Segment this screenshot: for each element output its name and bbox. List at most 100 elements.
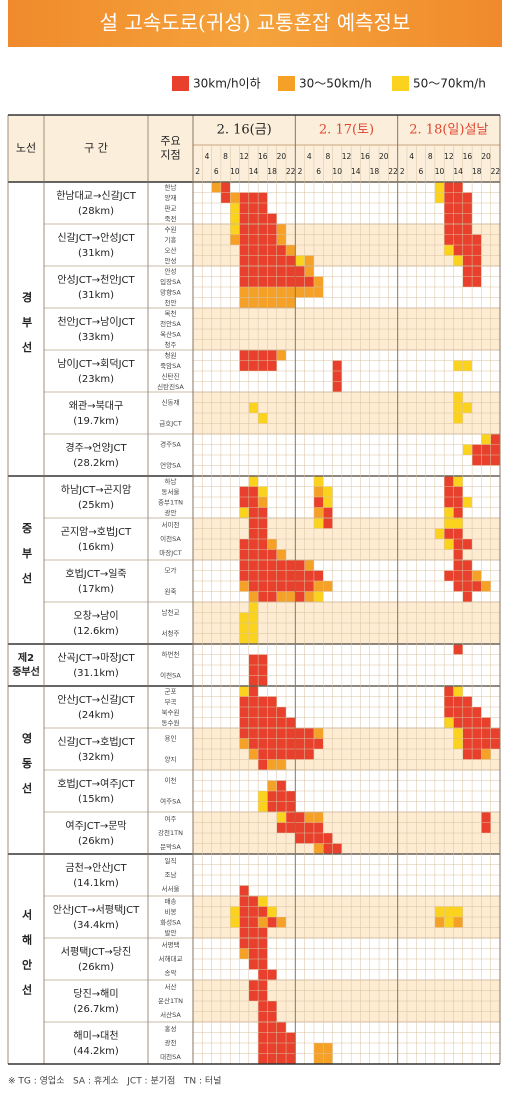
point-label: 목천 [165,308,177,317]
congestion-cell [313,476,324,487]
congestion-cell [490,434,500,445]
point-label: 서평택 [162,940,180,949]
congestion-cell [258,801,268,812]
congestion-cell [248,486,259,497]
congestion-cell [276,738,287,749]
congestion-cell [481,812,491,823]
congestion-cell [258,213,268,224]
point-label: 홍성 [165,1024,177,1033]
congestion-cell [332,360,342,371]
congestion-cell [323,1043,333,1054]
congestion-cell [462,360,473,371]
congestion-cell [323,833,333,844]
congestion-cell [286,1032,296,1043]
congestion-cell [248,696,259,707]
congestion-cell [276,707,287,718]
point-label: 부곡 [165,698,177,706]
congestion-cell [248,276,259,287]
congestion-cell [267,1053,277,1064]
congestion-cell [276,749,287,760]
congestion-cell [490,455,500,466]
congestion-cell [313,287,324,298]
section-length: (34.4km) [73,920,119,931]
congestion-cell [248,213,259,224]
congestion-cell [323,486,333,497]
congestion-cell [481,749,491,760]
congestion-cell [295,276,305,287]
congestion-cell [276,1032,287,1043]
congestion-cell [267,1032,277,1043]
congestion-cell [462,581,473,592]
congestion-cell [295,560,305,571]
congestion-cell [462,276,473,287]
congestion-cell [304,266,314,277]
section-name: 안산JCT→서평택JCT [53,904,140,916]
congestion-cell [258,738,268,749]
congestion-cell [248,245,259,256]
congestion-cell [286,1053,296,1064]
congestion-cell [481,728,491,739]
title: 설 고속도로(귀성) 교통혼잡 예측정보 [100,11,411,35]
congestion-cell [453,486,463,497]
point-label: 하번천 [162,650,180,659]
congestion-cell [267,749,277,760]
section-name: 당진→해미 [73,987,118,1000]
point-label: 하남 [165,476,177,485]
congestion-cell [258,980,268,991]
congestion-cell [304,560,314,571]
section-name: 안산JCT→신갈JCT [57,693,135,706]
congestion-cell [258,990,268,1001]
congestion-cell [462,497,473,508]
congestion-cell [286,728,296,739]
point-label: 매송 [165,897,177,905]
legend-swatch [278,76,295,91]
congestion-cell [267,791,277,802]
section-name: 신갈JCT→안성JCT [57,231,135,244]
point-label: 이천SA [160,534,181,543]
congestion-cell [239,266,249,277]
congestion-cell [239,287,249,298]
congestion-cell [276,570,287,581]
congestion-cell [267,1022,277,1033]
congestion-cell [258,1032,268,1043]
congestion-cell [248,266,259,277]
section-length: (44.2km) [73,1046,119,1057]
congestion-cell [239,497,249,508]
congestion-cell [239,224,249,235]
congestion-cell [323,507,333,518]
point-label: 신탄진 [162,371,180,380]
hour-label: 4 [409,152,414,161]
point-label: 마장JCT [159,548,181,557]
hour-label: 16 [360,152,370,161]
legend-swatch [392,76,409,91]
congestion-cell [286,812,296,823]
hour-label: 20 [481,152,491,161]
congestion-cell [304,287,314,298]
congestion-cell [304,255,314,266]
congestion-cell [267,266,277,277]
point-label: 서산SA [160,1010,181,1019]
congestion-cell [267,759,277,770]
congestion-cell [267,728,277,739]
congestion-cell [276,801,287,812]
congestion-cell [453,213,463,224]
congestion-cell [239,696,249,707]
congestion-cell [444,707,454,718]
congestion-cell [444,224,454,235]
point-label: 문막SA [160,842,181,851]
congestion-cell [286,570,296,581]
congestion-cell [239,938,249,949]
congestion-cell [462,444,473,455]
congestion-cell [453,476,463,487]
congestion-cell [304,276,314,287]
congestion-cell [462,570,473,581]
congestion-cell [258,297,268,308]
point-label: 동수원 [162,718,180,727]
point-label: 이천SA [160,671,181,680]
congestion-cell [267,801,277,812]
congestion-cell [276,822,287,833]
congestion-cell [472,717,482,728]
congestion-cell [248,990,259,1001]
congestion-cell [481,717,491,728]
congestion-cell [248,959,259,970]
